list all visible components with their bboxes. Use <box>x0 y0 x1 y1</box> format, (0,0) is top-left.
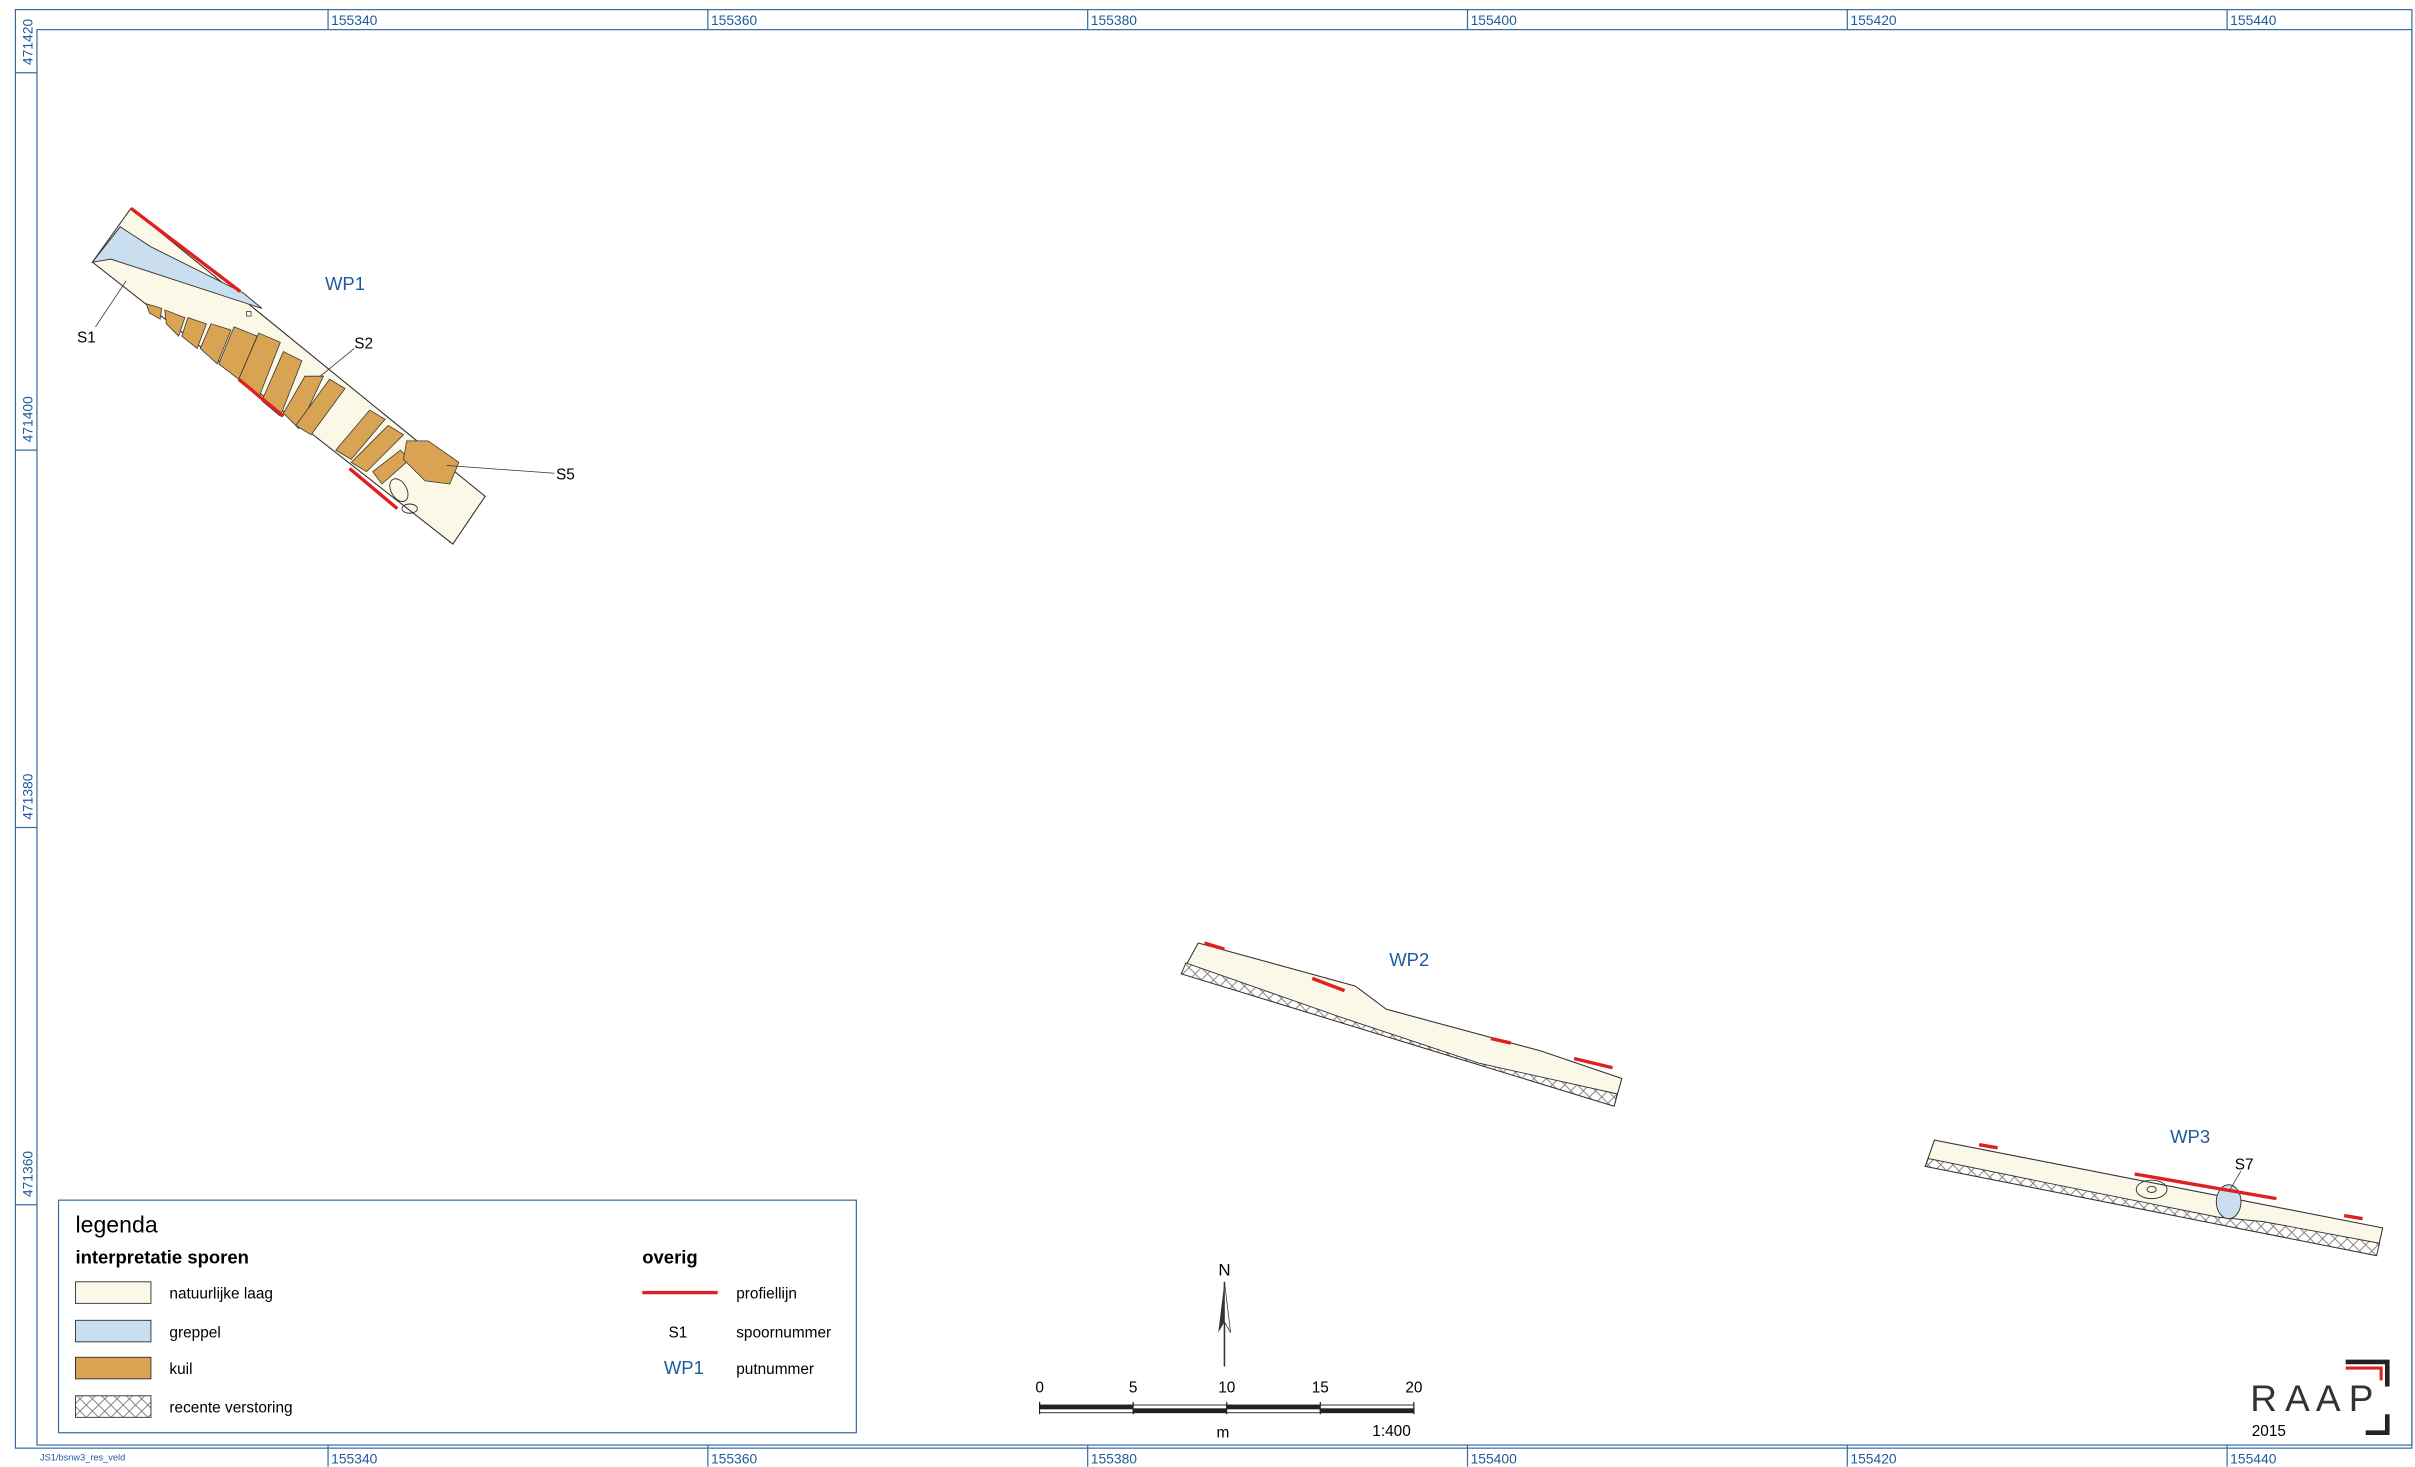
coordinate-labels: 1553401553401553601553601553801553801554… <box>15 9 2277 1467</box>
feature-label: S5 <box>556 466 575 483</box>
x-coordinate: 155360 <box>711 12 758 28</box>
scale-tick-label: 5 <box>1129 1380 1138 1397</box>
legend-item: profiellijn <box>736 1286 797 1303</box>
pit-wp2 <box>1180 941 1623 1107</box>
scale-segment <box>1039 1408 1134 1414</box>
scale-tick-label: 20 <box>1405 1380 1422 1397</box>
y-coordinate: 471380 <box>19 773 35 820</box>
scale-tick-label: 15 <box>1312 1380 1329 1397</box>
x-coordinate: 155400 <box>1471 12 1518 28</box>
y-coordinate: 471420 <box>19 19 35 66</box>
legend-symbol: WP1 <box>664 1357 704 1378</box>
legend-group-title: overig <box>642 1246 697 1267</box>
scale-segment <box>1132 1408 1228 1414</box>
pit-label: WP1 <box>325 273 365 294</box>
legend: legenda interpretatie sporen natuurlijke… <box>57 1199 857 1434</box>
x-coordinate: 155360 <box>711 1451 758 1467</box>
north-arrow: N <box>1218 1261 1231 1367</box>
scale-segment <box>1132 1404 1228 1410</box>
x-coordinate: 155400 <box>1471 1451 1518 1467</box>
logo-text: R A A P <box>2250 1378 2373 1419</box>
x-coordinate: 155440 <box>2230 12 2277 28</box>
x-coordinate: 155380 <box>1091 12 1138 28</box>
legend-item: greppel <box>169 1324 220 1341</box>
legend-group-title: interpretatie sporen <box>75 1246 248 1267</box>
logo-year: 2015 <box>2252 1423 2286 1440</box>
x-coordinate: 155340 <box>331 12 378 28</box>
north-label: N <box>1218 1261 1230 1280</box>
scale-segment <box>1319 1404 1415 1410</box>
legend-item: spoornummer <box>736 1324 831 1341</box>
feature-label: S7 <box>2235 1156 2254 1173</box>
feature-label: S1 <box>77 329 96 346</box>
scale-segment <box>1226 1404 1321 1410</box>
legend-item: putnummer <box>736 1361 814 1378</box>
scale-ratio: 1:400 <box>1372 1423 1411 1440</box>
logo: R A A P 2015 <box>2250 1359 2390 1440</box>
scale-bar: 0 5 10 15 20 <box>1035 1380 1422 1415</box>
scale-unit: m <box>1216 1424 1229 1441</box>
scale-tick-label: 0 <box>1035 1380 1044 1397</box>
x-coordinate: 155340 <box>331 1451 378 1467</box>
pit-wp3 <box>1924 1139 2384 1257</box>
pit-label: WP3 <box>2170 1126 2210 1147</box>
inner-frame <box>36 29 2413 1446</box>
pit-label: WP2 <box>1389 949 1429 970</box>
scale-segment <box>1039 1404 1134 1410</box>
y-coordinate: 471400 <box>19 396 35 443</box>
legend-symbol: S1 <box>668 1324 687 1341</box>
scale-segment <box>1319 1408 1415 1414</box>
x-coordinate: 155420 <box>1850 12 1897 28</box>
legend-item: kuil <box>169 1361 192 1378</box>
x-coordinate: 155380 <box>1091 1451 1138 1467</box>
x-coordinate: 155440 <box>2230 1451 2277 1467</box>
legend-item: recente verstoring <box>169 1400 292 1417</box>
legend-item: natuurlijke laag <box>169 1286 273 1303</box>
y-coordinate: 471360 <box>19 1151 35 1198</box>
file-id: JS1/bsnw3_res_veld <box>40 1452 125 1462</box>
pit-wp1 <box>91 206 555 545</box>
feature-label: S2 <box>354 335 373 352</box>
legend-title: legenda <box>75 1212 157 1238</box>
x-coordinate: 155420 <box>1850 1451 1897 1467</box>
scale-tick-label: 10 <box>1218 1380 1235 1397</box>
scale-segment <box>1226 1408 1321 1414</box>
